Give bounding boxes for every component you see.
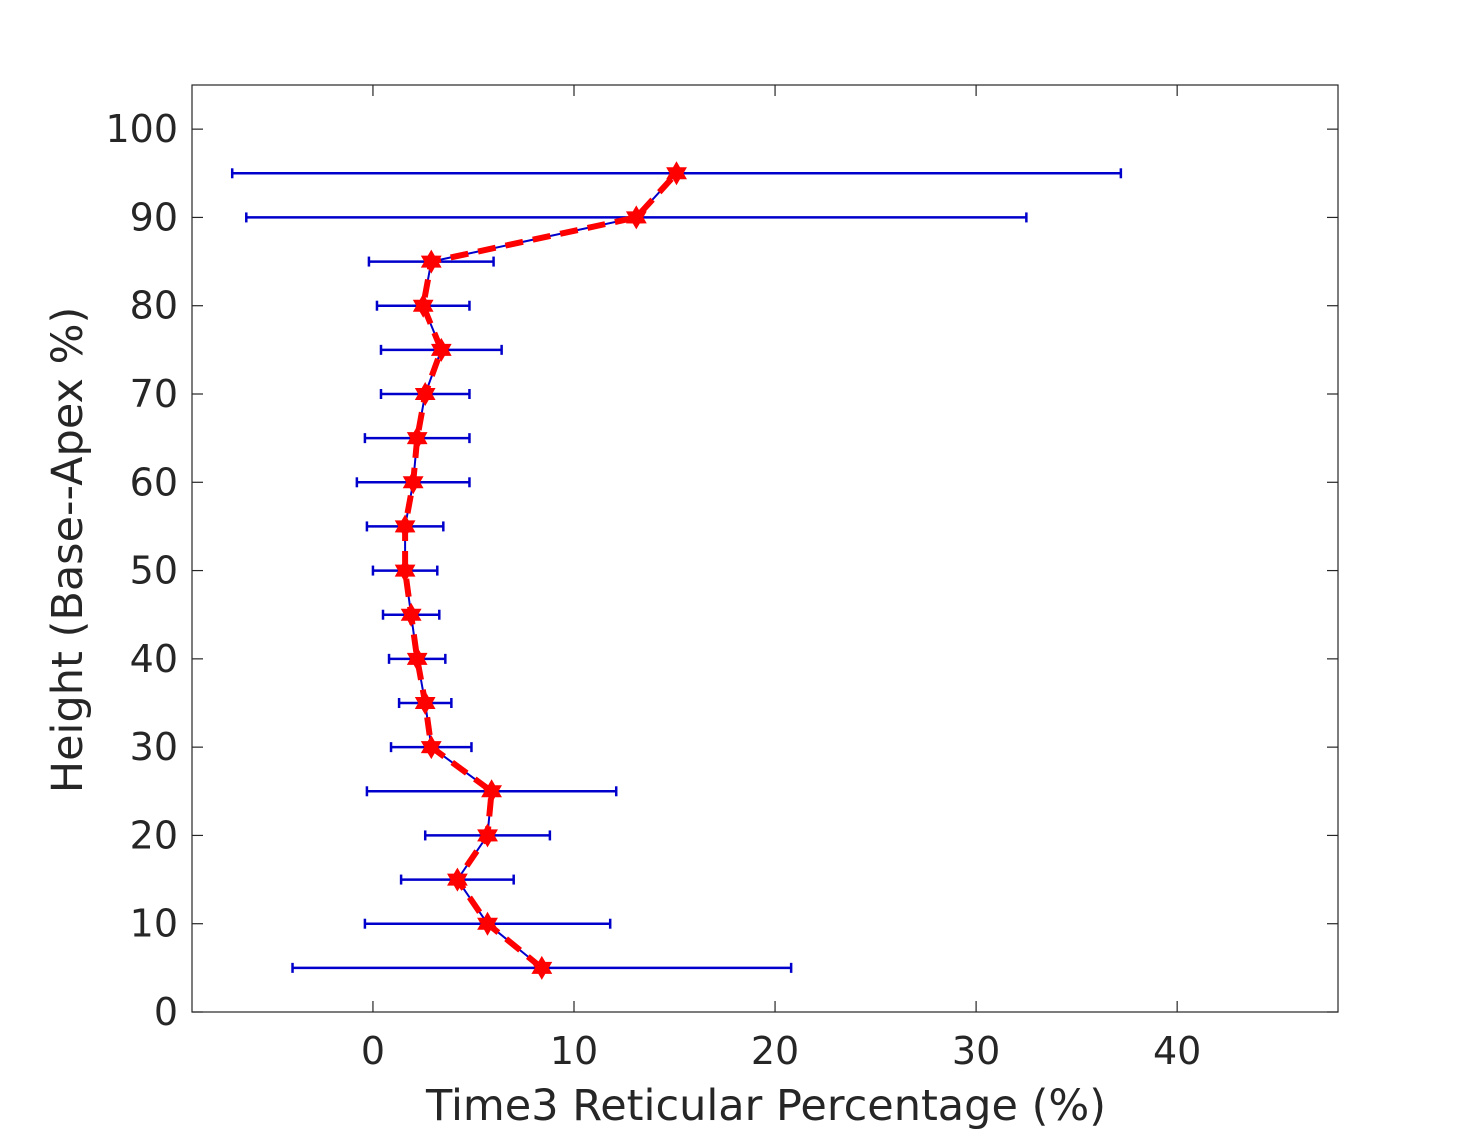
data-point-marker: [666, 161, 687, 186]
data-point-marker: [406, 646, 428, 671]
x-tick-label: 30: [952, 1029, 1000, 1073]
data-point-marker: [420, 735, 442, 760]
x-axis-title: Time3 Reticular Percentage (%): [425, 1081, 1106, 1131]
data-point-marker: [400, 602, 422, 627]
y-tick-label: 40: [130, 637, 178, 681]
y-tick-label: 90: [130, 195, 178, 239]
data-point-marker: [394, 514, 416, 539]
y-tick-label: 0: [154, 990, 178, 1034]
data-point-marker: [625, 205, 647, 230]
y-tick-label: 100: [105, 107, 178, 151]
data-point-marker: [447, 867, 468, 892]
y-tick-label: 10: [130, 902, 178, 946]
data-point-marker: [402, 470, 424, 495]
data-point-marker: [477, 911, 498, 936]
x-tick-label: 20: [751, 1029, 799, 1073]
plot-frame: [191, 84, 1339, 1013]
series-line: [404, 172, 678, 969]
data-point-marker: [406, 426, 428, 451]
data-point-marker: [420, 249, 442, 274]
x-tick-label: 40: [1153, 1029, 1201, 1073]
data-point-marker: [477, 823, 498, 848]
y-tick-label: 50: [130, 549, 178, 593]
y-tick-label: 70: [130, 372, 178, 416]
data-point-marker: [414, 382, 436, 406]
plot-area: 0 10 20 30 40 0 10 20 30 40 50 60 70 80 90 100: [105, 84, 1339, 1073]
data-point-marker: [531, 955, 553, 980]
y-axis-title: Height (Base--Apex %): [43, 307, 93, 794]
y-tick-label: 20: [130, 813, 178, 857]
data-point-marker: [481, 779, 502, 804]
y-tick-label: 30: [130, 725, 178, 769]
data-point-marker: [414, 691, 436, 715]
x-tick-label: 0: [361, 1029, 385, 1073]
series-dashed-overlay: [402, 171, 679, 971]
y-tick-label: 60: [130, 460, 178, 504]
data-point-marker: [430, 337, 452, 362]
data-point-marker: [394, 558, 416, 583]
data-point-marker: [412, 293, 434, 318]
y-tick-label: 80: [130, 284, 178, 328]
x-tick-label: 10: [550, 1029, 598, 1073]
